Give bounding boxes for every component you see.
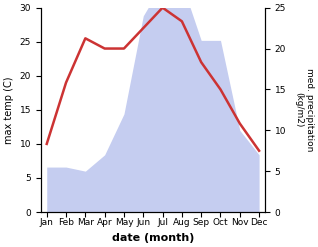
X-axis label: date (month): date (month) [112,233,194,243]
Y-axis label: med. precipitation
(kg/m2): med. precipitation (kg/m2) [294,68,314,152]
Y-axis label: max temp (C): max temp (C) [4,76,14,144]
